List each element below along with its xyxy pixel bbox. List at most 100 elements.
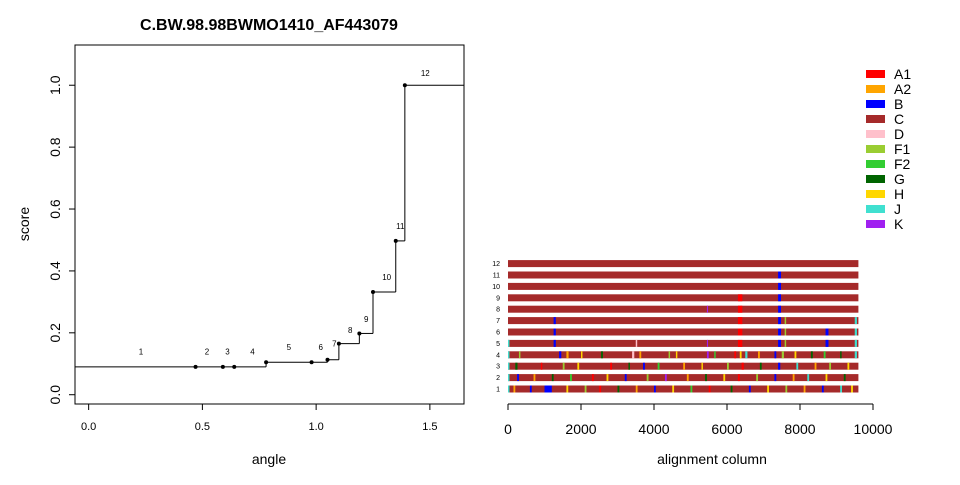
alignment-segment <box>683 362 686 370</box>
alignment-segment <box>851 385 853 393</box>
legend-swatch <box>866 115 885 123</box>
step-markers <box>193 83 407 369</box>
legend-item-J: J <box>866 201 901 217</box>
alignment-segment <box>639 351 642 359</box>
alignment-segment <box>513 385 516 393</box>
point-label: 12 <box>421 69 430 78</box>
alignment-segment <box>551 374 554 382</box>
alignment-segment <box>756 374 759 382</box>
alignment-segment <box>854 339 857 347</box>
alignment-segment <box>778 271 782 279</box>
alignment-bar <box>508 305 859 313</box>
alignment-segment <box>840 385 842 393</box>
point-label: 3 <box>225 347 230 356</box>
row-label: 1 <box>496 387 500 394</box>
alignment-segment <box>606 374 609 382</box>
step-marker <box>325 357 330 362</box>
step-marker <box>402 83 407 88</box>
alignment-segment <box>508 385 510 393</box>
alignment-bar <box>508 374 859 382</box>
point-label: 11 <box>396 222 405 231</box>
alignment-segment <box>508 339 510 347</box>
alignment-segment <box>778 317 782 325</box>
alignment-row-10: 10 <box>492 282 859 291</box>
legend-item-A2: A2 <box>866 81 911 97</box>
legend-item-G: G <box>866 171 905 187</box>
point-label: 1 <box>139 347 144 356</box>
alignment-segment <box>714 351 716 359</box>
alignment-segment <box>829 362 832 370</box>
alignment-segment <box>847 362 850 370</box>
alignment-segment <box>668 351 671 359</box>
legend-label: J <box>894 201 901 217</box>
alignment-row-6: 6 <box>496 328 859 337</box>
legend-item-A1: A1 <box>866 66 911 82</box>
alignment-segment <box>706 339 709 347</box>
row-label: 7 <box>496 318 500 325</box>
step-marker <box>264 360 269 365</box>
plot-frame <box>74 44 465 405</box>
row-label: 11 <box>493 273 500 280</box>
alignment-segment <box>599 385 602 393</box>
score-angle-chart: C.BW.98.98BWMO1410_AF443079 0.0 0.5 1.0 1.5… <box>16 17 465 467</box>
alignment-segment <box>734 351 737 359</box>
alignment-segment <box>690 385 693 393</box>
point-label: 6 <box>318 343 323 352</box>
alignment-segment <box>540 362 543 370</box>
point-label: 5 <box>287 343 292 352</box>
alignment-segment <box>854 317 857 325</box>
alignment-segment <box>508 351 510 359</box>
alignment-segment <box>544 385 552 393</box>
alignment-segment <box>854 351 857 359</box>
alignment-row-2: 2 <box>496 374 859 382</box>
alignment-segment <box>823 351 826 359</box>
point-label: 9 <box>364 315 369 324</box>
step-series <box>75 84 464 368</box>
alignment-x-tick-label: 2000 <box>565 421 596 437</box>
alignment-segment <box>796 362 799 370</box>
y-tick-label: 1.0 <box>47 75 63 95</box>
alignment-segment <box>840 351 842 359</box>
alignment-x-tick-label: 6000 <box>711 421 742 437</box>
alignment-segment <box>553 317 556 325</box>
alignment-bar <box>508 339 859 347</box>
legend-item-K: K <box>866 216 904 232</box>
step-marker <box>336 341 341 346</box>
step-marker <box>309 360 314 365</box>
alignment-segment <box>794 351 797 359</box>
legend-label: D <box>894 126 904 142</box>
alignment-row-8: 8 <box>496 305 859 314</box>
x-axis: 0.0 0.5 1.0 1.5 <box>81 404 438 433</box>
y-tick-label: 0.4 <box>47 261 63 281</box>
x-tick-label: 1.0 <box>308 421 323 433</box>
alignment-segment <box>784 339 787 347</box>
alignment-segment <box>610 362 613 370</box>
step-marker <box>393 238 398 243</box>
legend-swatch <box>866 100 885 108</box>
alignment-segment <box>559 351 562 359</box>
legend-swatch <box>866 205 885 213</box>
alignment-segment <box>517 374 519 382</box>
alignment-segment <box>654 385 656 393</box>
alignment-segment <box>759 362 762 370</box>
alignment-segment <box>566 351 569 359</box>
alignment-segment <box>632 351 635 359</box>
alignment-segment <box>821 385 824 393</box>
y-axis: 0.0 0.2 0.4 0.6 0.8 1.0 <box>47 75 75 404</box>
alignment-segment <box>814 362 817 370</box>
alignment-segment <box>778 339 782 347</box>
legend-label: H <box>894 186 904 202</box>
legend-item-B: B <box>866 96 903 112</box>
alignment-segment <box>657 362 660 370</box>
alignment-row-4: 4 <box>496 351 859 359</box>
point-label: 2 <box>205 347 210 356</box>
alignment-segment <box>646 374 649 382</box>
step-marker <box>220 364 225 369</box>
point-label: 7 <box>332 340 337 349</box>
alignment-segment <box>785 385 788 393</box>
alignment-segment <box>515 362 518 370</box>
alignment-row-5: 5 <box>496 339 859 348</box>
alignment-x-tick-label: 10000 <box>854 421 893 437</box>
